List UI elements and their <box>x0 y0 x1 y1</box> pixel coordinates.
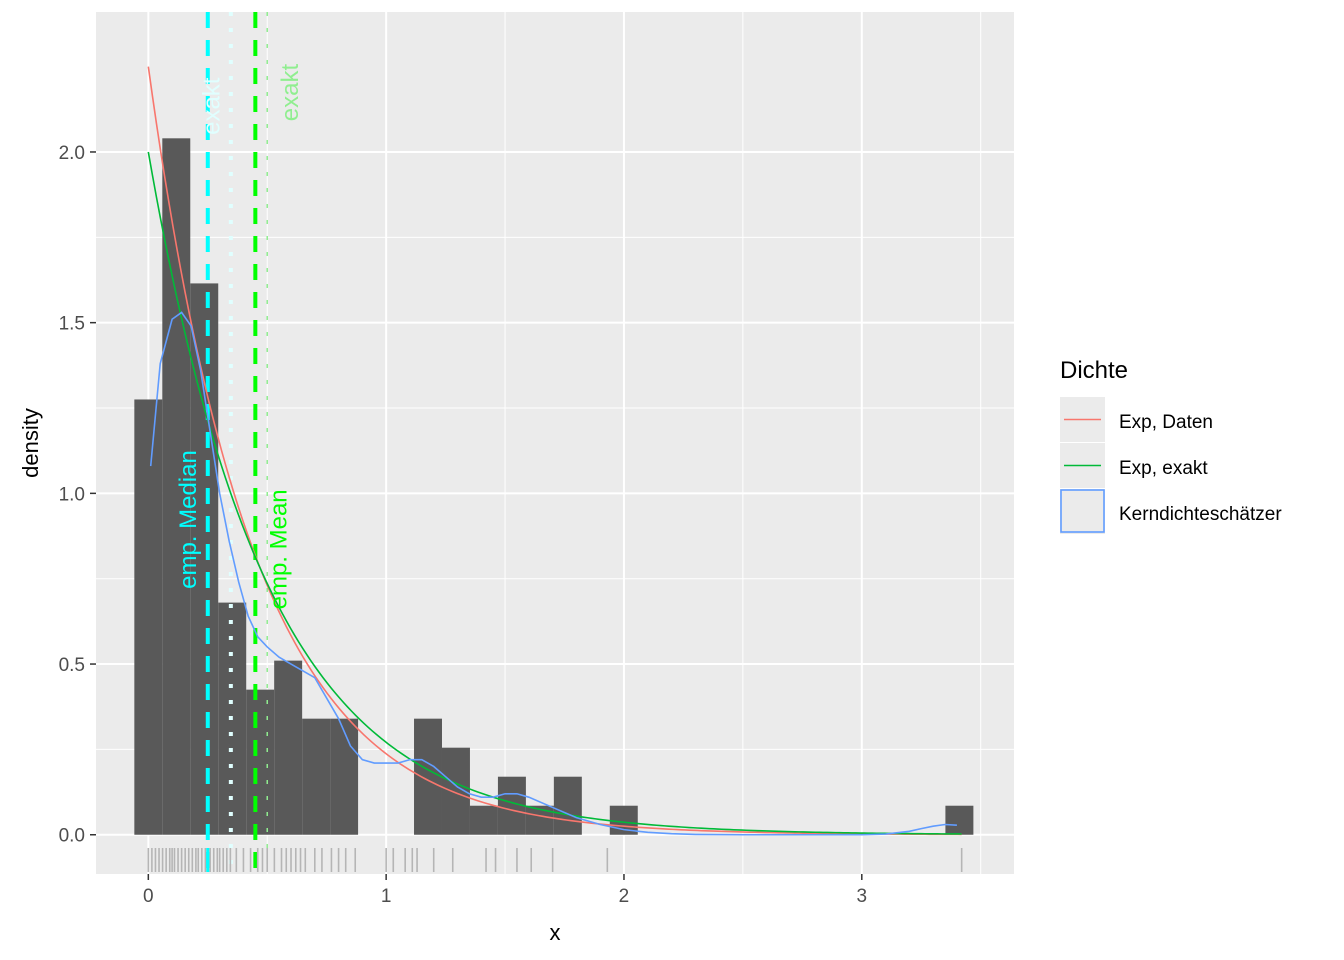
histogram-bar <box>469 805 498 835</box>
curve-kerndichtesch-tzer <box>149 311 957 836</box>
y-tick-label: 1.0 <box>59 484 85 505</box>
histogram-bar <box>945 805 974 835</box>
line-labels: emp. Median exakt emp. Mean exakt <box>175 64 304 610</box>
axes: 0 1 2 3 0.0 0.5 1.0 1.5 2.0 <box>59 143 868 907</box>
y-axis-title: density <box>18 408 43 478</box>
histogram-bar <box>330 718 359 835</box>
histogram-bar <box>553 776 582 835</box>
histogram-bar <box>246 689 275 835</box>
histogram-bar <box>414 718 442 835</box>
y-tick-label: 1.5 <box>59 314 85 335</box>
curve-exp-exakt <box>147 151 962 835</box>
annotation-exakt: exakt <box>277 64 304 122</box>
x-tick-label: 2 <box>619 886 630 907</box>
density-curves <box>147 66 962 836</box>
histogram-bar <box>302 718 331 835</box>
legend-label-exp-exakt: Exp, exakt <box>1119 458 1208 479</box>
y-tick-label: 2.0 <box>59 143 85 164</box>
x-tick-label: 3 <box>857 886 868 907</box>
legend-title: Dichte <box>1060 357 1128 384</box>
y-tick-label: 0.5 <box>59 655 85 676</box>
histogram-bar <box>134 399 163 835</box>
rug-marks <box>147 848 963 872</box>
histogram-bar <box>274 660 303 835</box>
legend-box-kerndichte <box>1060 489 1105 533</box>
reference-lines <box>205 12 268 874</box>
annotation-emp-median: emp. Median <box>175 450 202 589</box>
legend-key-kerndichte <box>1060 489 1105 534</box>
y-tick-label: 0.0 <box>59 826 85 847</box>
legend: Dichte Exp, Daten Exp, exakt Kerndichtes… <box>1060 357 1282 534</box>
legend-label-exp-daten: Exp, Daten <box>1119 412 1213 433</box>
curve-exp-daten <box>147 66 962 836</box>
x-tick-label: 0 <box>143 886 154 907</box>
annotation-emp-mean: emp. Mean <box>265 489 292 609</box>
annotation-exakt: exakt <box>199 77 226 135</box>
x-tick-label: 1 <box>381 886 392 907</box>
legend-label-kerndichte: Kerndichteschätzer <box>1119 504 1282 525</box>
x-axis-title: x <box>550 920 561 945</box>
